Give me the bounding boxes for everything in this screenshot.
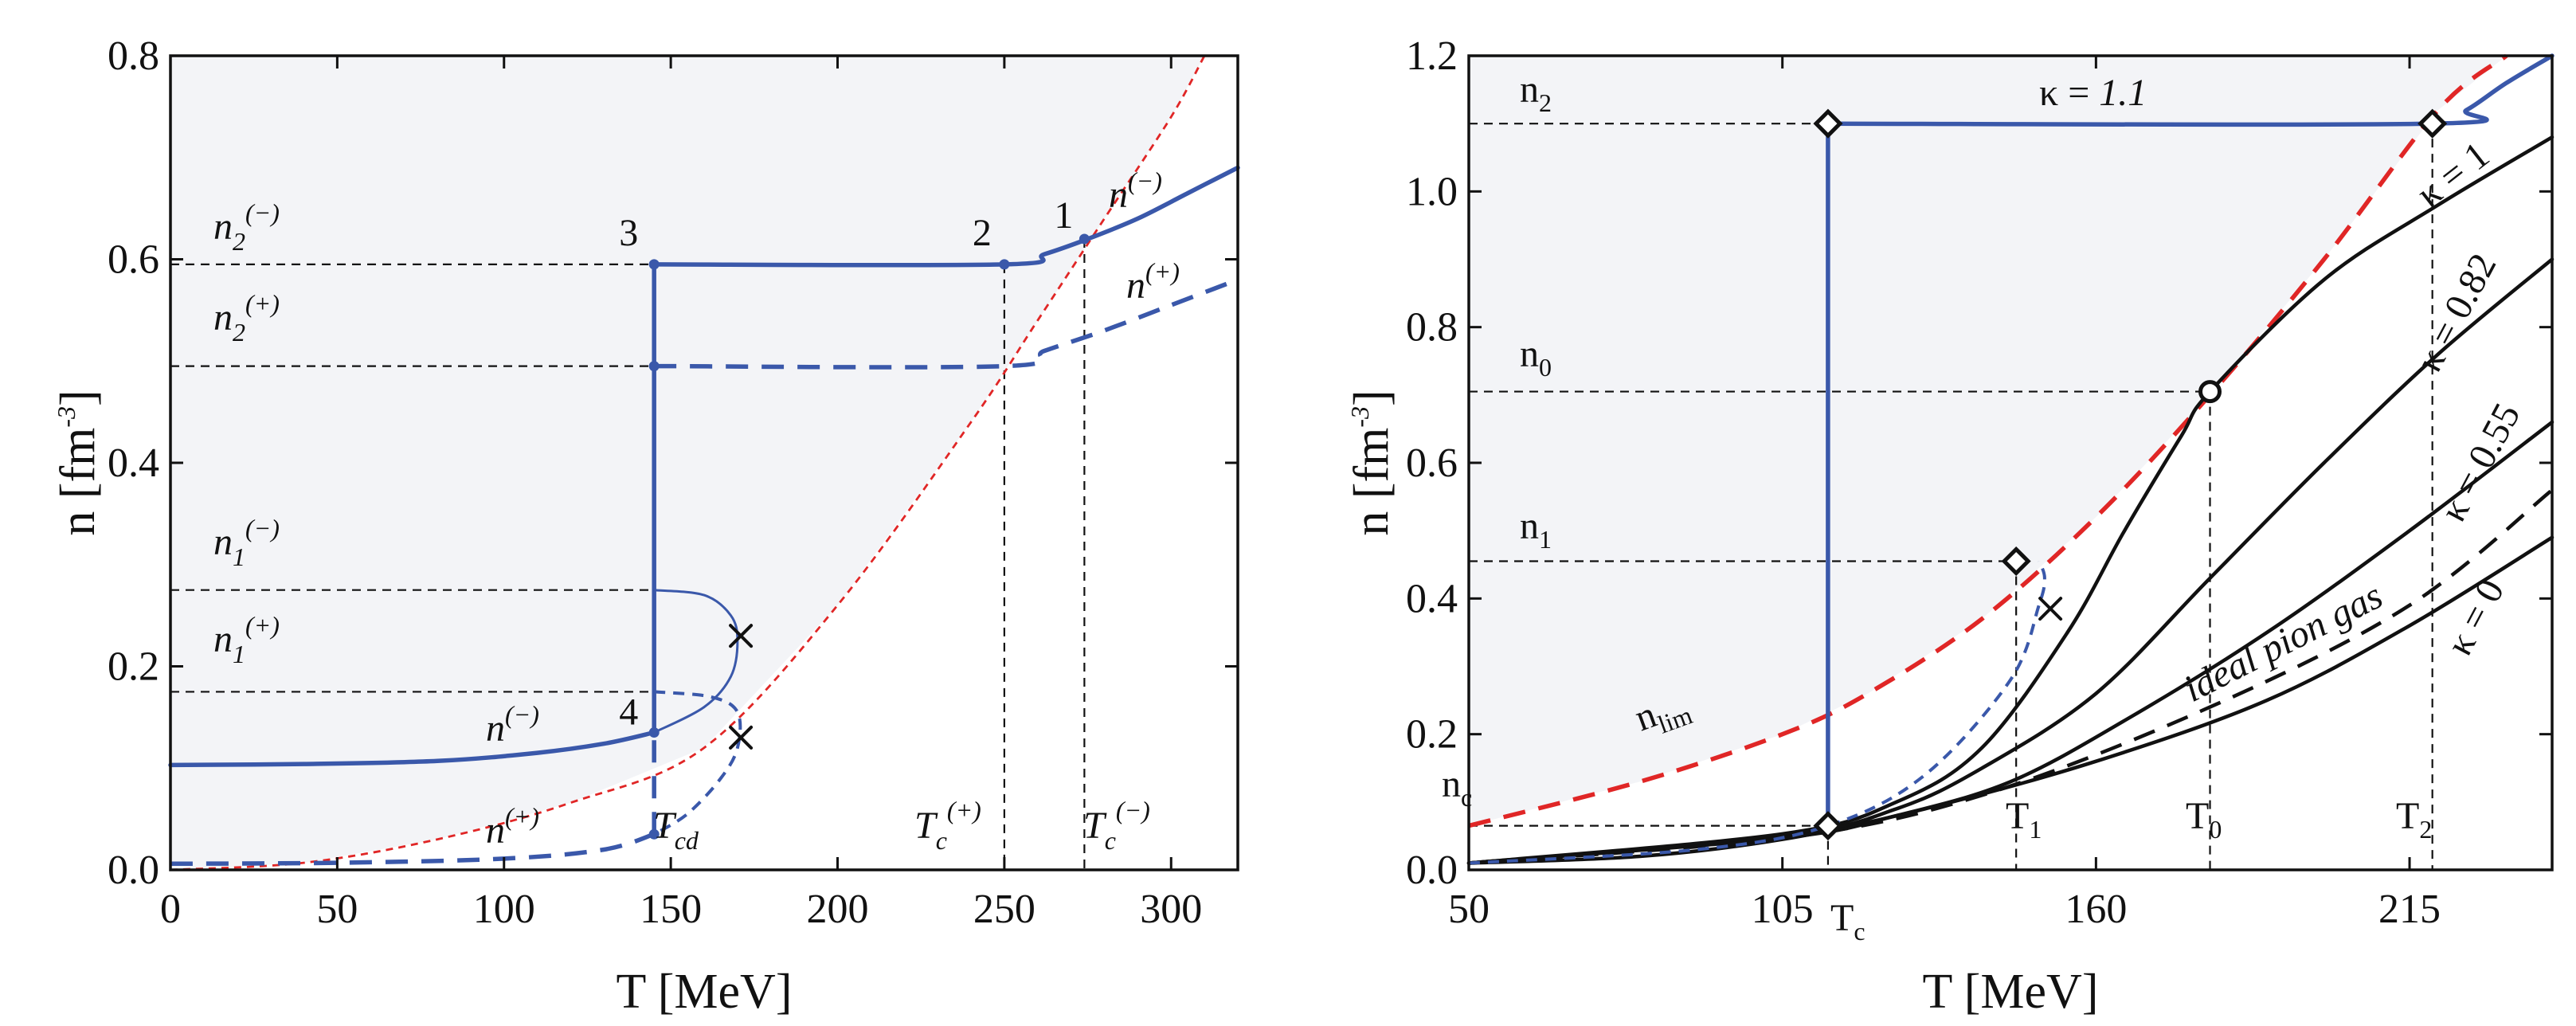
series--1.1-metastable — [1468, 560, 2046, 865]
label-kappa-0-55: κ = 0.55 — [2432, 397, 2529, 529]
r-y-tick-label: 0.6 — [1406, 441, 1458, 486]
r-x-tick-label: 215 — [2378, 887, 2441, 932]
right-series-layer — [1466, 53, 2554, 865]
r-x-tick-label: 160 — [2065, 887, 2127, 932]
right-tick-layer: 50 105 160 215 0.0 0.2 0.4 0.6 0.8 1.0 1.2 — [1406, 33, 2552, 932]
label-Tcd: Tcd — [653, 805, 699, 855]
label-n1-minus: n1(−) — [213, 514, 280, 571]
right-chart-panel: 50 105 160 215 0.0 0.2 0.4 0.6 0.8 1.0 1.2 T [MeV]… — [1345, 33, 2554, 1019]
label-T2: T2 — [2396, 795, 2432, 844]
label-Tc-minus: Tc(−) — [1083, 796, 1150, 855]
series-n-left-branch — [170, 832, 656, 867]
r-y-tick-label: 0.8 — [1406, 305, 1458, 350]
diamond-marker-icon — [2001, 546, 2031, 577]
l-y-tick-label: 0.2 — [108, 644, 159, 690]
state-point — [999, 259, 1010, 270]
diamond-marker-icon — [2417, 108, 2448, 139]
left-y-axis-title: n [fm-3] — [51, 390, 105, 535]
label-n2: n2 — [1520, 69, 1552, 117]
r-x-tick-label: 105 — [1752, 887, 1814, 932]
r-y-tick-label: 0.4 — [1406, 576, 1458, 621]
label-kappa-0: κ = 0 — [2438, 573, 2512, 663]
label-kappa-0-82: κ = 0.82 — [2408, 247, 2505, 379]
state-point — [1079, 233, 1090, 245]
left-marker-layer: 1 2 3 4 — [619, 194, 1090, 840]
left-tick-layer: 0 50 100 150 200 250 300 0.0 0.2 0.4 0.6 0.8 — [108, 33, 1238, 932]
l-x-tick-label: 300 — [1140, 887, 1202, 932]
l-y-tick-label: 0.0 — [108, 848, 159, 893]
spinodal-cross-icon — [729, 624, 754, 648]
label-n1-plus: n1(+) — [213, 611, 280, 668]
series--0 — [1466, 535, 2554, 865]
diamond-marker-icon — [1813, 811, 1843, 841]
left-chart-panel: 1 2 3 4 0 50 100 150 200 250 300 0.0 0.2 0.4 0.6 0.8 T… — [51, 33, 1240, 1019]
series--0.82 — [1466, 257, 2554, 865]
right-y-axis-title: n [fm-3] — [1345, 390, 1399, 535]
label-ideal-pion-gas: ideal pion gas — [2177, 574, 2389, 711]
series--1.1-plateau — [1826, 53, 2554, 127]
series-n-metastable — [653, 690, 742, 836]
r-y-tick-label: 0.2 — [1406, 712, 1458, 758]
left-x-axis-title: T [MeV] — [617, 965, 793, 1019]
left-shaded-region — [170, 56, 1205, 870]
label-n0: n0 — [1520, 333, 1552, 382]
diamond-marker-icon — [1813, 108, 1843, 139]
l-x-tick-label: 100 — [473, 887, 535, 932]
state-point-label: 4 — [619, 691, 638, 734]
right-marker-layer — [1813, 108, 2448, 841]
label-curve-n-plus-right: n(+) — [1126, 257, 1180, 307]
label-Tc-plus: Tc(+) — [914, 796, 981, 855]
label-nc: nc — [1442, 763, 1472, 812]
l-y-tick-label: 0.4 — [108, 441, 159, 486]
spinodal-cross-icon — [729, 725, 754, 750]
state-point-label: 1 — [1054, 194, 1073, 237]
series-n-lim — [1468, 53, 2508, 828]
l-y-tick-label: 0.6 — [108, 237, 159, 283]
label-Tc: Tc — [1830, 897, 1865, 946]
circle-marker-icon — [2198, 380, 2222, 404]
state-point-label: 3 — [619, 212, 638, 254]
right-x-axis-title: T [MeV] — [1923, 965, 2099, 1019]
label-curve-n-minus-left: n(−) — [486, 700, 539, 750]
label-n2-minus: n2(−) — [213, 198, 280, 256]
label-T1: T1 — [2006, 795, 2042, 844]
l-x-tick-label: 0 — [160, 887, 181, 932]
right-shaded-region — [1469, 56, 2507, 826]
r-y-tick-label: 0.0 — [1406, 848, 1458, 893]
left-guide-lines — [170, 238, 1086, 870]
state-point — [648, 259, 660, 270]
series-n-left-branch — [168, 730, 656, 768]
label-kappa-1: κ = 1 — [2409, 134, 2497, 216]
left-series-layer — [168, 55, 1240, 871]
label-T0: T0 — [2186, 795, 2222, 844]
r-y-tick-label: 1.0 — [1406, 169, 1458, 214]
label-curve-n-minus-right: n(−) — [1109, 166, 1162, 216]
r-y-tick-label: 1.2 — [1406, 33, 1458, 79]
state-point — [648, 727, 660, 738]
series-n-lim — [170, 55, 1206, 871]
l-x-tick-label: 50 — [316, 887, 358, 932]
l-x-tick-label: 150 — [640, 887, 702, 932]
state-point — [648, 361, 660, 372]
label-n2-plus: n2(+) — [213, 289, 280, 347]
r-x-tick-label: 50 — [1448, 887, 1490, 932]
l-x-tick-label: 250 — [973, 887, 1035, 932]
series-n-right-branch — [652, 165, 1240, 268]
series-ideal-pion-gas — [1468, 488, 2554, 865]
state-point-label: 2 — [973, 212, 992, 254]
series-n-right-branch — [654, 277, 1239, 370]
spinodal-cross-icon — [2038, 597, 2063, 621]
l-y-tick-label: 0.8 — [108, 33, 159, 79]
label-n1: n1 — [1520, 505, 1552, 554]
label-curve-n-plus-left: n(+) — [486, 802, 539, 852]
label-kappa-1-1: κ = 1.1 — [2039, 72, 2147, 114]
l-x-tick-label: 200 — [807, 887, 869, 932]
state-point — [648, 828, 660, 840]
